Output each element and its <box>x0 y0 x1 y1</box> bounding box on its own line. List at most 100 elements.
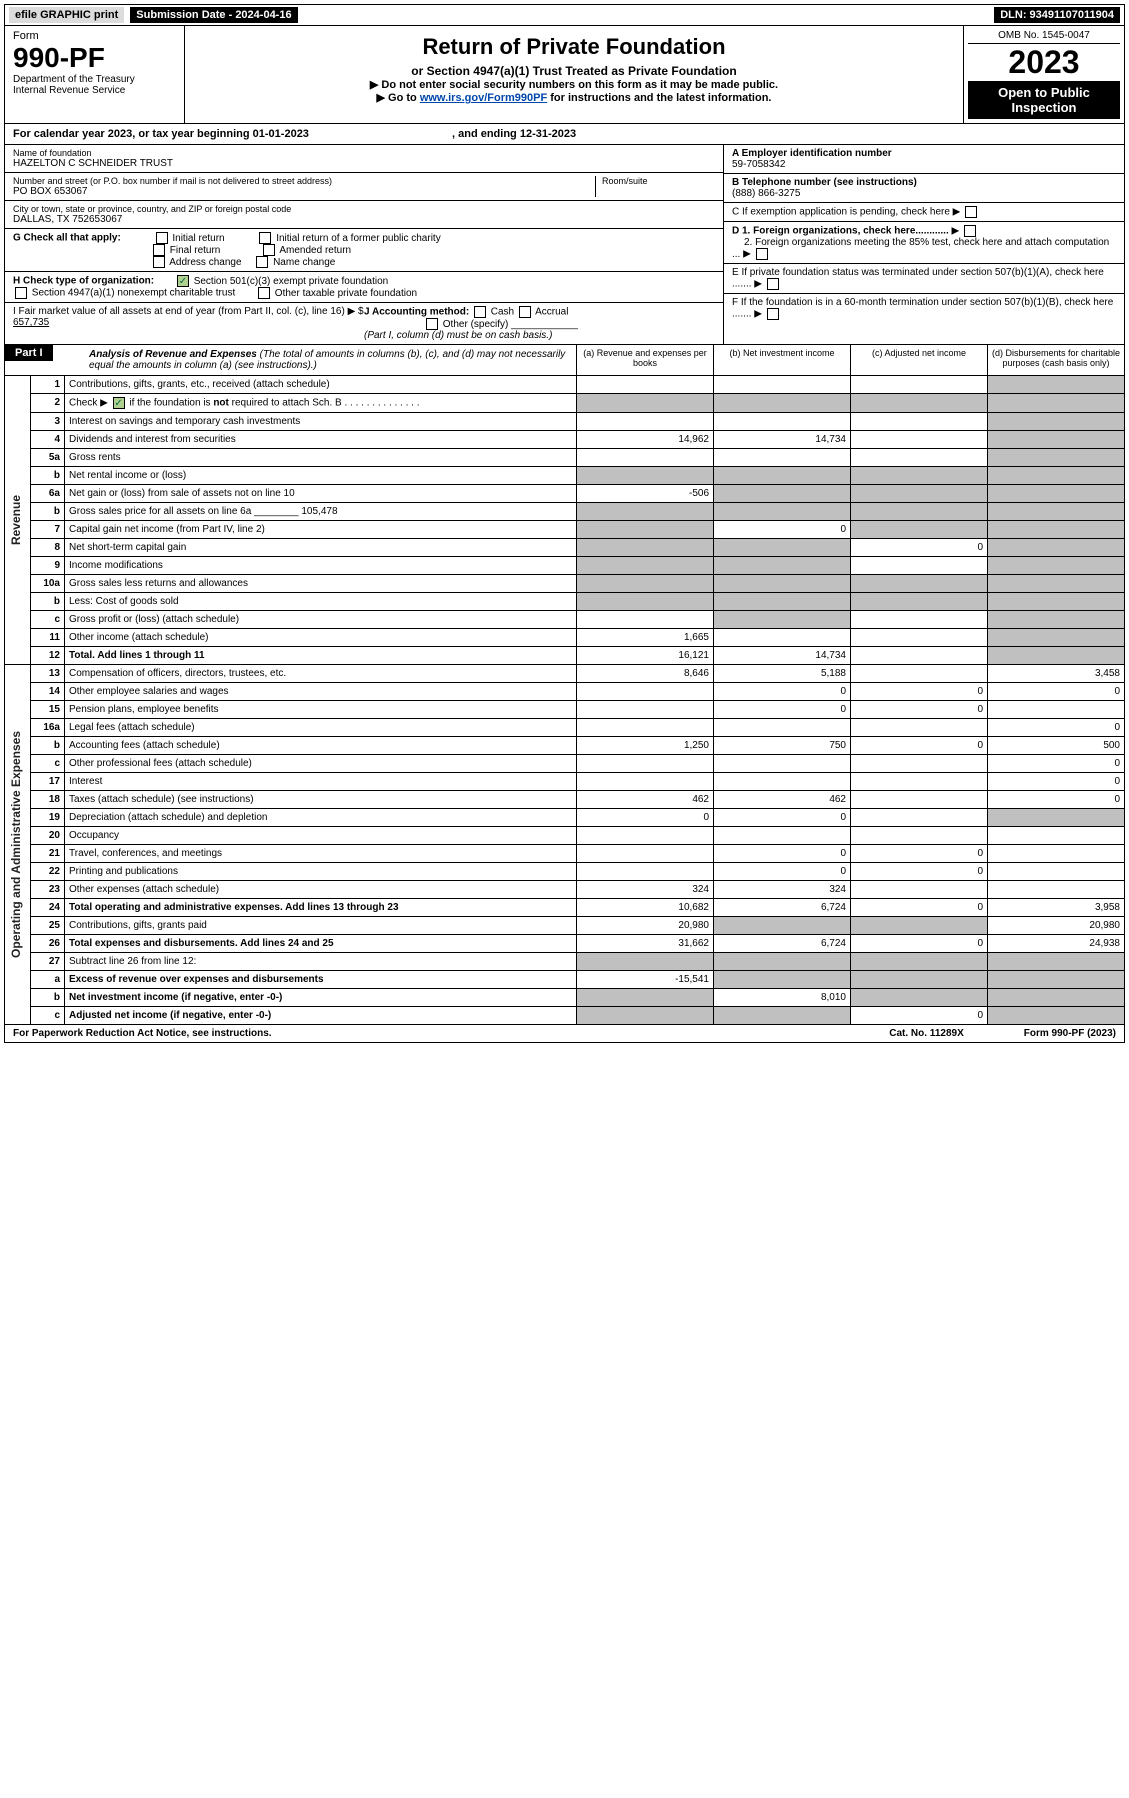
cell-a <box>577 719 714 737</box>
line-label: Adjusted net income (if negative, enter … <box>65 1007 577 1025</box>
cell-d <box>988 863 1125 881</box>
initial-former-checkbox[interactable] <box>259 232 271 244</box>
exemption-pending-checkbox[interactable] <box>965 206 977 218</box>
501c3-checkbox[interactable] <box>177 275 189 287</box>
line-number: b <box>31 467 65 485</box>
line-number: 18 <box>31 791 65 809</box>
cell-c <box>851 629 988 647</box>
cell-b: 462 <box>714 791 851 809</box>
line-number: c <box>31 755 65 773</box>
line-label: Gross rents <box>65 449 577 467</box>
cell-d: 500 <box>988 737 1125 755</box>
address-change-checkbox[interactable] <box>153 256 165 268</box>
foreign-85-checkbox[interactable] <box>756 248 768 260</box>
irs-label: Internal Revenue Service <box>13 85 176 96</box>
form990pf-link[interactable]: www.irs.gov/Form990PF <box>420 92 547 104</box>
cell-b <box>714 467 851 485</box>
revenue-side-label: Revenue <box>9 495 23 545</box>
line-number: 21 <box>31 845 65 863</box>
cell-c: 0 <box>851 539 988 557</box>
cell-a <box>577 755 714 773</box>
line-number: 20 <box>31 827 65 845</box>
line-label: Net gain or (loss) from sale of assets n… <box>65 485 577 503</box>
amended-return-checkbox[interactable] <box>263 244 275 256</box>
other-method-checkbox[interactable] <box>426 318 438 330</box>
line-number: 8 <box>31 539 65 557</box>
cell-d <box>988 539 1125 557</box>
open-to-public: Open to Public Inspection <box>968 81 1120 119</box>
foreign-org-checkbox[interactable] <box>964 225 976 237</box>
cell-c <box>851 593 988 611</box>
cell-d: 0 <box>988 719 1125 737</box>
line-label: Occupancy <box>65 827 577 845</box>
efile-print-button[interactable]: efile GRAPHIC print <box>9 7 124 23</box>
cell-b <box>714 773 851 791</box>
cell-c <box>851 413 988 431</box>
section-e: E If private foundation status was termi… <box>724 264 1124 294</box>
cell-a <box>577 413 714 431</box>
cell-d <box>988 611 1125 629</box>
cell-a <box>577 394 714 413</box>
cell-c: 0 <box>851 701 988 719</box>
line-number: 6a <box>31 485 65 503</box>
cell-d <box>988 413 1125 431</box>
cell-d <box>988 467 1125 485</box>
line-number: b <box>31 737 65 755</box>
final-return-checkbox[interactable] <box>153 244 165 256</box>
60month-checkbox[interactable] <box>767 308 779 320</box>
form-subtitle: or Section 4947(a)(1) Trust Treated as P… <box>193 64 955 78</box>
line-number: 22 <box>31 863 65 881</box>
cell-d <box>988 809 1125 827</box>
financial-table: Revenue1Contributions, gifts, grants, et… <box>4 376 1125 1025</box>
line-label: Gross sales less returns and allowances <box>65 575 577 593</box>
cell-c: 0 <box>851 899 988 917</box>
page-footer: For Paperwork Reduction Act Notice, see … <box>4 1025 1125 1043</box>
cell-d <box>988 503 1125 521</box>
cell-d <box>988 593 1125 611</box>
line-label: Net short-term capital gain <box>65 539 577 557</box>
line-number: 26 <box>31 935 65 953</box>
col-b-header: (b) Net investment income <box>713 345 850 375</box>
cell-b <box>714 376 851 394</box>
cell-b: 324 <box>714 881 851 899</box>
fmv-assets: 657,735 <box>13 317 49 328</box>
other-taxable-checkbox[interactable] <box>258 287 270 299</box>
4947a1-checkbox[interactable] <box>15 287 27 299</box>
line-number: 23 <box>31 881 65 899</box>
initial-return-checkbox[interactable] <box>156 232 168 244</box>
line-number: 1 <box>31 376 65 394</box>
line-number: 25 <box>31 917 65 935</box>
city-state-zip: DALLAS, TX 752653067 <box>13 214 715 225</box>
cell-d <box>988 1007 1125 1025</box>
tax-year: 2023 <box>968 44 1120 81</box>
section-d: D 1. Foreign organizations, check here..… <box>724 222 1124 264</box>
cell-b: 0 <box>714 701 851 719</box>
line-label: Income modifications <box>65 557 577 575</box>
cell-d <box>988 845 1125 863</box>
cell-a: 31,662 <box>577 935 714 953</box>
line-label: Excess of revenue over expenses and disb… <box>65 971 577 989</box>
phone-label: B Telephone number (see instructions) <box>732 177 917 188</box>
dln: DLN: 93491107011904 <box>994 7 1120 23</box>
ein: 59-7058342 <box>732 159 785 170</box>
accrual-checkbox[interactable] <box>519 306 531 318</box>
cell-b <box>714 629 851 647</box>
name-change-checkbox[interactable] <box>256 256 268 268</box>
line-label: Total expenses and disbursements. Add li… <box>65 935 577 953</box>
cell-a <box>577 521 714 539</box>
terminated-checkbox[interactable] <box>767 278 779 290</box>
cell-d: 3,458 <box>988 665 1125 683</box>
cash-checkbox[interactable] <box>474 306 486 318</box>
line-label: Travel, conferences, and meetings <box>65 845 577 863</box>
line-number: b <box>31 503 65 521</box>
line-number: 16a <box>31 719 65 737</box>
cell-d <box>988 629 1125 647</box>
cell-a: 1,250 <box>577 737 714 755</box>
cell-a <box>577 1007 714 1025</box>
section-h: H Check type of organization: Section 50… <box>5 272 723 303</box>
line-number: 4 <box>31 431 65 449</box>
line-number: 12 <box>31 647 65 665</box>
line-label: Other expenses (attach schedule) <box>65 881 577 899</box>
line-number: 19 <box>31 809 65 827</box>
cell-c <box>851 971 988 989</box>
